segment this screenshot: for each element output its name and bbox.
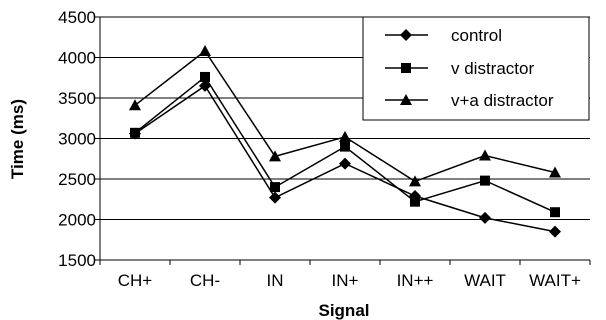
data-point — [479, 211, 491, 224]
series-group — [129, 45, 561, 238]
x-tick-label: IN — [267, 271, 284, 290]
legend-item: control — [385, 26, 502, 45]
legend: control v distractor v+a distractor — [362, 16, 590, 121]
data-point — [199, 45, 211, 57]
legend-label: v+a distractor — [451, 91, 554, 110]
data-point — [339, 157, 351, 170]
data-point — [479, 149, 491, 161]
legend-label: v distractor — [451, 59, 534, 78]
series-v-distractor — [130, 71, 560, 218]
y-tick-label: 2500 — [58, 170, 96, 189]
x-axis-title: Signal — [318, 301, 369, 320]
y-tick-label: 4000 — [58, 49, 96, 68]
data-point — [550, 207, 560, 218]
data-point — [549, 225, 561, 238]
legend-marker — [400, 94, 412, 105]
x-tick-labels: CH+ CH- IN IN+ IN++ WAIT WAIT+ — [118, 271, 581, 290]
y-tick-label: 3000 — [58, 130, 96, 149]
y-tick-label: 4500 — [58, 8, 96, 27]
x-tick-label: IN+ — [332, 271, 359, 290]
data-point — [270, 182, 280, 193]
data-point — [269, 191, 281, 204]
y-axis-title: Time (ms) — [8, 99, 27, 179]
x-tick-label: CH+ — [118, 271, 153, 290]
data-point — [129, 99, 141, 111]
y-tick-label: 2000 — [58, 211, 96, 230]
data-point — [340, 141, 350, 152]
data-point — [339, 130, 351, 142]
data-point — [200, 71, 210, 82]
legend-label: control — [451, 26, 502, 45]
x-tick-label: WAIT+ — [529, 271, 581, 290]
y-tick-labels: 1500 2000 2500 3000 3500 4000 4500 — [58, 8, 96, 270]
legend-item: v+a distractor — [385, 91, 554, 110]
data-point — [409, 175, 421, 187]
legend-marker — [401, 63, 411, 73]
data-point — [480, 175, 490, 186]
x-tick-label: WAIT — [464, 271, 506, 290]
y-tick-label: 1500 — [58, 251, 96, 270]
series-v-a-distractor — [129, 45, 561, 187]
legend-marker — [400, 29, 412, 41]
x-tick-label: IN++ — [397, 271, 434, 290]
data-point — [130, 127, 140, 138]
data-point — [549, 166, 561, 178]
axes — [95, 16, 591, 265]
data-point — [410, 196, 420, 207]
y-tick-label: 3500 — [58, 89, 96, 108]
legend-item: v distractor — [385, 59, 534, 78]
data-point — [269, 150, 281, 162]
x-tick-label: CH- — [190, 271, 220, 290]
